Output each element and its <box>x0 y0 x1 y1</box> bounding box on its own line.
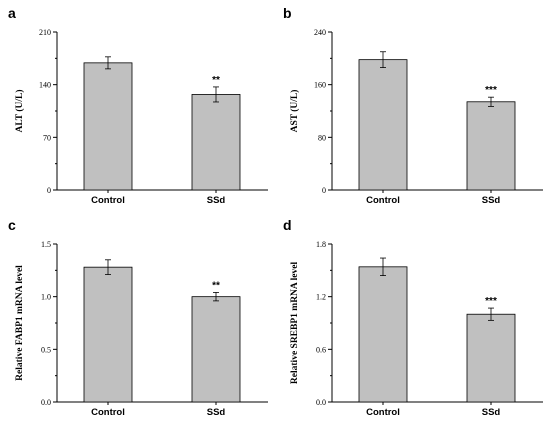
y-axis-label: ALT (U/L) <box>14 89 25 132</box>
category-label: SSd <box>482 195 501 206</box>
bar-ssd <box>466 101 516 191</box>
y-tick-label: 0.6 <box>316 345 326 354</box>
y-tick-label: 1.0 <box>41 293 51 302</box>
significance-label: *** <box>485 296 497 307</box>
bar-control <box>83 62 133 191</box>
category-label: SSd <box>207 195 226 206</box>
bar-ssd <box>191 296 241 403</box>
chart-svg-d: d Relative SREBP1 mRNA level 0.0 0.6 1.2 1.8 C… <box>283 217 543 418</box>
y-tick-label: 0.0 <box>41 398 51 407</box>
panel-letter: c <box>8 217 16 233</box>
y-tick-label: 0 <box>322 186 326 195</box>
chart-panel-b: b AST (U/L) 0 80 160 240 Control SSd *** <box>275 0 550 211</box>
significance-label: ** <box>212 280 220 291</box>
category-label: Control <box>91 195 125 206</box>
chart-svg-b: b AST (U/L) 0 80 160 240 Control SSd *** <box>283 5 543 206</box>
y-axis-label: Relative SREBP1 mRNA level <box>290 262 300 385</box>
bar-control <box>358 59 408 191</box>
category-label: Control <box>91 407 125 418</box>
panel-letter: d <box>283 217 292 233</box>
y-tick-label: 1.5 <box>41 240 51 249</box>
y-tick-label: 0.5 <box>41 345 51 354</box>
y-tick-label: 80 <box>318 133 326 142</box>
chart-panel-d: d Relative SREBP1 mRNA level 0.0 0.6 1.2 1.8 C… <box>275 212 550 423</box>
bar-control <box>83 266 133 403</box>
category-label: Control <box>366 407 400 418</box>
category-label: SSd <box>482 407 501 418</box>
chart-svg-c: c Relative FABP1 mRNA level 0.0 0.5 1.0 1.5 Co… <box>8 217 268 418</box>
chart-svg-a: a ALT (U/L) 0 70 140 210 Control SSd ** <box>8 5 268 206</box>
panel-letter: a <box>8 5 16 21</box>
y-tick-label: 210 <box>39 28 51 37</box>
significance-label: *** <box>485 85 497 96</box>
category-label: Control <box>366 195 400 206</box>
panel-letter: b <box>283 5 292 21</box>
y-tick-label: 0 <box>47 186 51 195</box>
bar-ssd <box>191 94 241 191</box>
y-tick-label: 70 <box>43 133 51 142</box>
category-label: SSd <box>207 407 226 418</box>
chart-panel-c: c Relative FABP1 mRNA level 0.0 0.5 1.0 1.5 Co… <box>0 212 275 423</box>
significance-label: ** <box>212 75 220 86</box>
chart-panel-a: a ALT (U/L) 0 70 140 210 Control SSd ** <box>0 0 275 211</box>
y-tick-label: 0.0 <box>316 398 326 407</box>
y-tick-label: 1.2 <box>316 293 326 302</box>
y-tick-label: 1.8 <box>316 240 326 249</box>
y-tick-label: 160 <box>314 81 326 90</box>
bar-control <box>358 266 408 403</box>
y-axis-label: Relative FABP1 mRNA level <box>15 265 25 381</box>
y-tick-label: 140 <box>39 81 51 90</box>
y-tick-label: 240 <box>314 28 326 37</box>
y-axis-label: AST (U/L) <box>289 90 300 133</box>
bar-ssd <box>466 313 516 403</box>
